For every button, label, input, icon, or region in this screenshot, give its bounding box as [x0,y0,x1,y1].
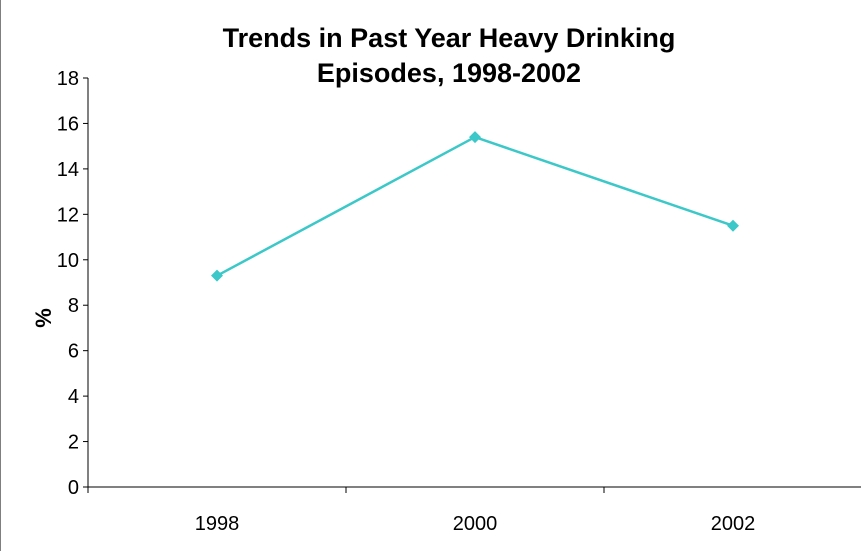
data-point-marker [469,131,481,144]
y-tick-label: 8 [68,295,79,317]
x-axis-ticks: 1998 2000 2002 [87,487,756,535]
y-tick-label: 10 [57,250,79,272]
chart-title-line-1: Trends in Past Year Heavy Drinking [223,23,676,53]
y-tick-label: 14 [57,159,79,181]
y-tick-label: 2 [68,432,79,454]
y-tick-label: 12 [57,204,79,226]
data-point-marker [211,269,223,282]
series-line [216,135,734,277]
series-lines [216,135,734,277]
chart-title: Trends in Past Year Heavy Drinking Episo… [223,23,676,88]
y-axis-title: % [31,308,56,328]
series-markers [211,131,739,282]
y-tick-label: 4 [68,386,79,408]
y-tick-label: 6 [68,341,79,363]
x-tick-label: 2002 [711,513,756,535]
y-axis-ticks: 0 2 4 6 8 10 12 14 16 18 [57,68,88,499]
y-tick-label: 16 [57,113,79,135]
x-tick-label: 2000 [453,513,498,535]
y-tick-label: 0 [68,477,79,499]
axes [87,78,861,488]
data-point-marker [727,219,739,232]
y-tick-label: 18 [57,68,79,90]
chart-title-line-2: Episodes, 1998-2002 [317,58,581,88]
x-tick-label: 1998 [195,513,240,535]
